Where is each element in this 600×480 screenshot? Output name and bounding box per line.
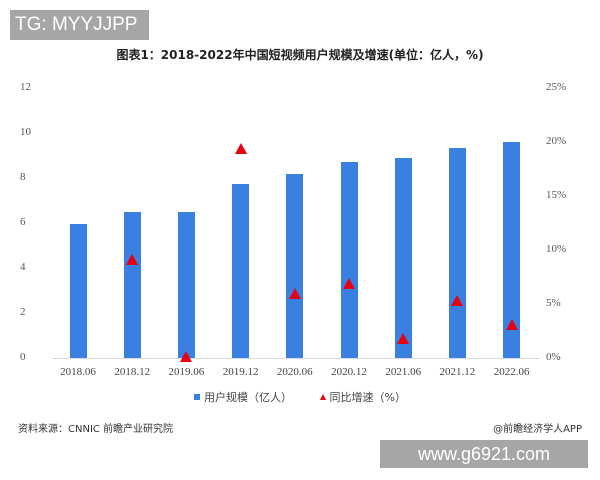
- triangle-marker: [343, 277, 355, 289]
- source-note: 资料来源：CNNIC 前瞻产业研究院: [18, 424, 174, 435]
- x-tick: 2018.06: [60, 366, 96, 378]
- y-right-tick: 0%: [546, 351, 561, 363]
- triangle-marker: [234, 142, 247, 154]
- y-left-tick: 6: [20, 216, 26, 228]
- bar: [448, 147, 466, 358]
- y-left-tick: 8: [20, 171, 26, 183]
- bar: [123, 212, 141, 358]
- legend-item-marker: 同比增速（%）: [319, 389, 406, 405]
- bar: [503, 141, 521, 358]
- square-icon: [194, 394, 201, 400]
- y-left-tick: 2: [20, 306, 26, 318]
- chart-legend: 用户规模（亿人） 同比增速（%）: [0, 389, 600, 405]
- y-right-tick: 15%: [546, 189, 567, 201]
- triangle-icon: [319, 394, 326, 400]
- chart-title: 图表1：2018-2022年中国短视频用户规模及增速(单位：亿人，%): [116, 48, 484, 62]
- y-left-tick: 12: [20, 81, 31, 93]
- x-tick: 2019.12: [222, 366, 259, 378]
- y-right-tick: 25%: [546, 81, 567, 93]
- x-tick: 2019.06: [168, 366, 205, 378]
- y-right-tick: 10%: [546, 243, 567, 255]
- triangle-marker: [180, 351, 193, 362]
- chart-plot-area: 0 2 4 6 8 10 12 0% 5% 10% 15% 20% 25% 2018.06 2018.12 2…: [20, 81, 567, 378]
- y-left-tick: 0: [20, 351, 26, 363]
- y-left-tick: 4: [20, 261, 26, 273]
- bar: [177, 212, 195, 358]
- triangle-marker: [505, 318, 518, 330]
- triangle-marker: [397, 332, 410, 344]
- watermark-bottom: www.g6921.com: [380, 440, 588, 468]
- bar: [340, 161, 358, 358]
- y-right-tick: 5%: [546, 297, 561, 309]
- x-tick: 2020.12: [331, 366, 367, 378]
- triangle-marker: [451, 294, 464, 306]
- x-tick: 2020.06: [276, 366, 313, 378]
- y-left-tick: 10: [20, 126, 31, 138]
- x-tick: 2022.06: [493, 366, 530, 378]
- y-right-tick: 20%: [546, 135, 567, 147]
- credit-note: @前瞻经济学人APP: [493, 424, 582, 435]
- bar: [69, 224, 87, 358]
- bar: [286, 173, 304, 358]
- x-tick: 2018.12: [114, 366, 151, 378]
- watermark-top: TG: MYYJJPP: [10, 10, 149, 40]
- x-axis-line: [52, 358, 540, 359]
- bar: [232, 184, 250, 358]
- x-tick: 2021.12: [439, 366, 476, 378]
- triangle-marker: [126, 253, 139, 265]
- x-tick: 2021.06: [385, 366, 422, 378]
- triangle-marker: [288, 288, 301, 300]
- bar: [394, 158, 412, 358]
- legend-item-bar: 用户规模（亿人）: [194, 389, 292, 405]
